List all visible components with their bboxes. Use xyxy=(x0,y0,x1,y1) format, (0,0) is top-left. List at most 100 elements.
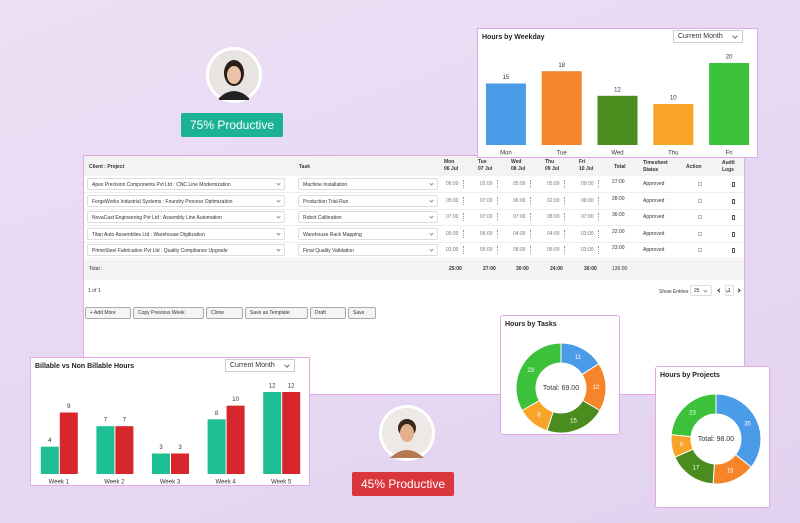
hours-cell[interactable]: 03:00 xyxy=(581,247,594,254)
project-select[interactable]: PrimeSteel Fabrication Pvt Ltd : Quality… xyxy=(87,244,285,257)
hours-cell[interactable]: 07:00 xyxy=(480,197,493,204)
status: Approved xyxy=(643,181,665,187)
action-icon[interactable] xyxy=(698,182,702,186)
hours-cell[interactable]: 05:00 xyxy=(480,247,493,254)
hours-cell[interactable]: 05:00 xyxy=(446,197,459,204)
hours-cell[interactable]: 05:00 xyxy=(446,230,459,237)
chart: Week 1 4 9 Week 2 7 7 Week 3 3 3 Week 4 8 10 Week 5 1… xyxy=(40,384,301,485)
task-select[interactable]: Machine Installation xyxy=(298,178,438,190)
spinner xyxy=(497,180,498,188)
row-divider xyxy=(84,241,744,243)
hours-cell[interactable]: 06:00 xyxy=(480,230,493,237)
task-select[interactable]: Production Trial Run xyxy=(298,194,438,207)
hours-cell[interactable]: 06:00 xyxy=(513,197,526,204)
hours-cell[interactable]: 05:00 xyxy=(547,247,560,254)
data-label: 10 xyxy=(670,96,677,102)
chart-title: Hours by Tasks xyxy=(505,321,557,328)
show-entries-label: Show Entries xyxy=(659,289,689,295)
page-next[interactable] xyxy=(736,288,741,293)
hours-cell[interactable]: 07:00 xyxy=(446,214,459,221)
audit-icon[interactable] xyxy=(732,248,735,254)
data-label: 12 xyxy=(614,87,621,93)
hours-cell[interactable]: 04:00 xyxy=(513,230,526,237)
project-select[interactable]: Apex Precision Components Pvt Ltd : CNC … xyxy=(87,178,285,190)
spinner xyxy=(530,213,531,222)
column-header: 10 Jul xyxy=(579,166,594,172)
row-total: 28:00 xyxy=(612,195,625,202)
task-select[interactable]: Robot Calibration xyxy=(298,211,438,224)
action-icon[interactable] xyxy=(698,248,702,253)
hours-cell[interactable]: 02:00 xyxy=(480,181,493,187)
entries-select[interactable]: 25 xyxy=(690,285,712,296)
hours-cell[interactable]: 08:00 xyxy=(547,214,560,221)
projects-chart-panel: Hours by Projects 35 15 17 8 23 Total: 98.00 xyxy=(655,366,770,508)
productivity-badge: 75% Productive xyxy=(181,113,283,137)
spinner xyxy=(564,246,565,255)
x-tick-label: Week 2 xyxy=(104,480,125,485)
action-button[interactable]: + Add More xyxy=(85,307,131,319)
spinner xyxy=(564,196,565,205)
column-header: Fri xyxy=(579,159,586,165)
task-select[interactable]: Final Quality Validation xyxy=(298,244,438,257)
action-button[interactable]: Save as Template xyxy=(245,307,308,319)
chart: Mon 15 Tue 18 Wed 12 Thu 10 Fri 20 xyxy=(485,55,750,157)
hours-cell[interactable]: 02:00 xyxy=(446,247,459,254)
grand-total: 136:00 xyxy=(612,266,628,272)
hours-cell[interactable]: 05:00 xyxy=(513,181,526,187)
action-button[interactable]: Draft xyxy=(310,307,346,319)
task-select[interactable]: Warehouse Rack Mapping xyxy=(298,227,438,240)
action-button[interactable]: Clone xyxy=(206,307,243,319)
action-button[interactable]: Save xyxy=(348,307,376,319)
audit-icon[interactable] xyxy=(732,182,735,187)
period-filter[interactable]: Current Month xyxy=(673,30,743,43)
bar xyxy=(115,426,134,474)
bar xyxy=(653,104,694,145)
spinner xyxy=(564,180,565,188)
hours-cell[interactable]: 04:00 xyxy=(547,230,560,237)
spinner xyxy=(497,246,498,255)
hours-cell[interactable]: 02:00 xyxy=(547,197,560,204)
bar xyxy=(226,405,245,474)
action-icon[interactable] xyxy=(698,215,702,220)
audit-icon[interactable] xyxy=(732,231,735,237)
page-number[interactable]: 1 xyxy=(725,285,734,296)
hours-cell[interactable]: 08:00 xyxy=(513,247,526,254)
page-prev[interactable] xyxy=(717,288,722,293)
hours-cell[interactable]: 08:00 xyxy=(581,197,594,204)
project-select[interactable]: ForgeWorks Industrial Systems : Foundry … xyxy=(87,194,285,207)
hours-cell[interactable]: 05:00 xyxy=(547,181,560,187)
action-icon[interactable] xyxy=(698,231,702,236)
hours-cell[interactable]: 03:00 xyxy=(581,230,594,237)
day-total: 27:00 xyxy=(483,266,496,272)
hours-cell[interactable]: 09:00 xyxy=(581,181,594,187)
hours-cell[interactable]: 07:00 xyxy=(581,214,594,221)
x-tick-label: Week 1 xyxy=(49,480,70,485)
audit-icon[interactable] xyxy=(732,215,735,221)
center-label: Total: 69.00 xyxy=(543,385,579,392)
data-label: 7 xyxy=(123,418,127,424)
row-divider xyxy=(84,258,744,260)
data-label: 9 xyxy=(67,404,71,410)
project-select[interactable]: Titan Auto Assemblies Ltd : Warehouse Di… xyxy=(87,227,285,240)
hours-cell[interactable]: 07:00 xyxy=(513,214,526,221)
column-header: 06 Jul xyxy=(444,166,459,172)
spinner xyxy=(497,229,498,238)
segment-label: 15 xyxy=(570,418,577,424)
spinner xyxy=(497,196,498,205)
row-total: 36:00 xyxy=(612,212,625,219)
spinner xyxy=(463,196,464,205)
column-header: Thu xyxy=(545,159,555,165)
segment-label: 17 xyxy=(693,465,700,471)
spinner xyxy=(598,196,599,205)
action-icon[interactable] xyxy=(698,198,702,203)
row-divider xyxy=(84,208,744,210)
bar xyxy=(207,419,226,474)
data-label: 18 xyxy=(558,63,565,69)
hours-cell[interactable]: 07:00 xyxy=(480,214,493,221)
audit-icon[interactable] xyxy=(732,198,735,204)
project-select[interactable]: NovaCast Engineering Pvt Ltd : Assembly … xyxy=(87,211,285,224)
action-button[interactable]: Copy Previous Week xyxy=(133,307,204,319)
period-filter[interactable]: Current Month xyxy=(225,359,295,372)
bar xyxy=(709,63,750,145)
hours-cell[interactable]: 06:00 xyxy=(446,181,459,187)
